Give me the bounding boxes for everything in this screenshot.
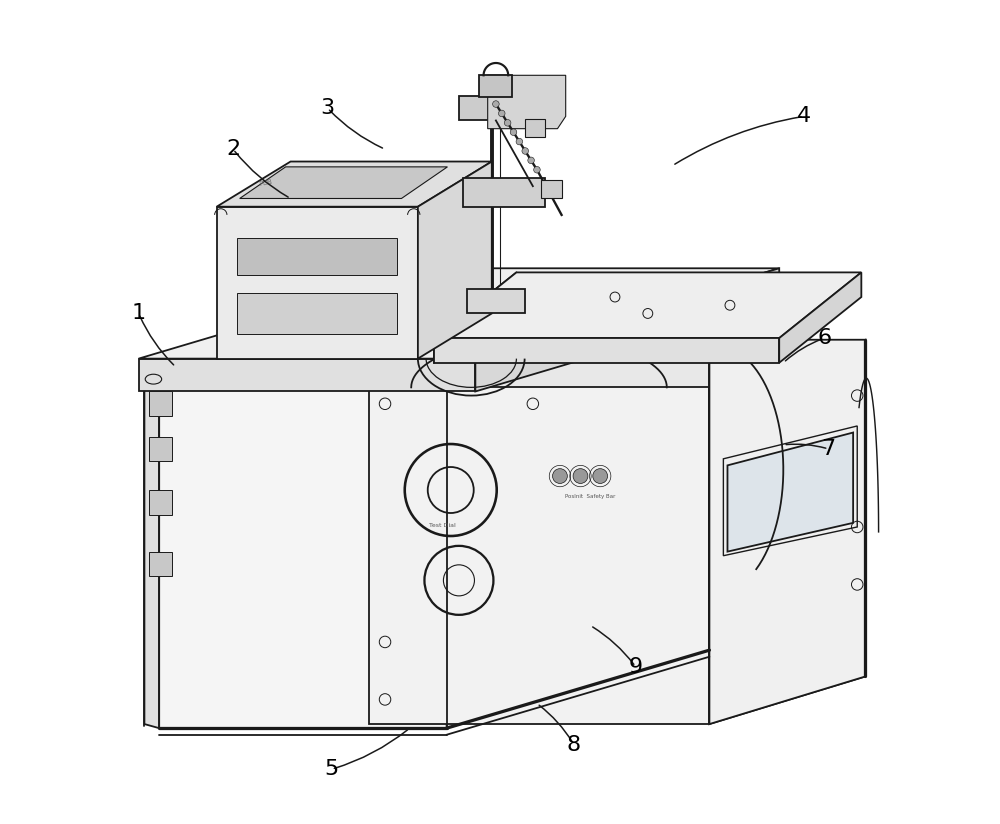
Text: PosInit  Safety Bar: PosInit Safety Bar	[565, 494, 616, 499]
Polygon shape	[149, 391, 172, 416]
Text: PCB: PCB	[259, 179, 273, 187]
Circle shape	[528, 157, 534, 164]
Polygon shape	[217, 162, 492, 207]
Polygon shape	[144, 387, 159, 728]
Text: 7: 7	[821, 439, 836, 459]
Text: 4: 4	[797, 106, 811, 126]
Polygon shape	[159, 387, 447, 728]
Circle shape	[158, 400, 164, 407]
Text: 1: 1	[132, 303, 146, 324]
Polygon shape	[149, 551, 172, 576]
Text: 8: 8	[567, 734, 581, 755]
Circle shape	[158, 446, 164, 452]
Text: 6: 6	[817, 328, 831, 348]
Circle shape	[493, 101, 499, 107]
Circle shape	[158, 560, 164, 567]
Polygon shape	[525, 119, 545, 137]
Polygon shape	[237, 293, 397, 334]
Polygon shape	[467, 289, 525, 313]
Circle shape	[593, 469, 608, 484]
Polygon shape	[709, 339, 865, 724]
Polygon shape	[434, 338, 779, 363]
Circle shape	[510, 129, 517, 135]
Polygon shape	[488, 75, 566, 129]
Polygon shape	[727, 433, 853, 551]
Polygon shape	[447, 309, 709, 728]
Circle shape	[522, 147, 529, 154]
Circle shape	[498, 110, 505, 117]
Polygon shape	[237, 238, 397, 275]
Text: Test Dial: Test Dial	[429, 523, 456, 528]
Polygon shape	[475, 269, 779, 391]
Polygon shape	[541, 180, 562, 199]
Text: 2: 2	[226, 139, 240, 159]
Polygon shape	[159, 309, 709, 387]
Polygon shape	[779, 273, 861, 363]
Polygon shape	[434, 273, 861, 338]
Circle shape	[573, 469, 588, 484]
Polygon shape	[369, 387, 709, 724]
Text: 5: 5	[325, 759, 339, 780]
Polygon shape	[139, 269, 779, 358]
Polygon shape	[240, 167, 447, 199]
Polygon shape	[217, 207, 418, 358]
Polygon shape	[139, 358, 475, 391]
Text: 9: 9	[628, 657, 643, 677]
Circle shape	[158, 499, 164, 506]
Polygon shape	[463, 178, 545, 207]
Polygon shape	[459, 96, 553, 120]
Circle shape	[504, 119, 511, 126]
Polygon shape	[709, 339, 865, 724]
Polygon shape	[149, 437, 172, 461]
Text: 3: 3	[320, 98, 335, 118]
Polygon shape	[479, 75, 512, 97]
Circle shape	[516, 138, 523, 145]
Polygon shape	[149, 490, 172, 515]
Circle shape	[534, 166, 540, 173]
Circle shape	[553, 469, 567, 484]
Polygon shape	[418, 162, 492, 358]
